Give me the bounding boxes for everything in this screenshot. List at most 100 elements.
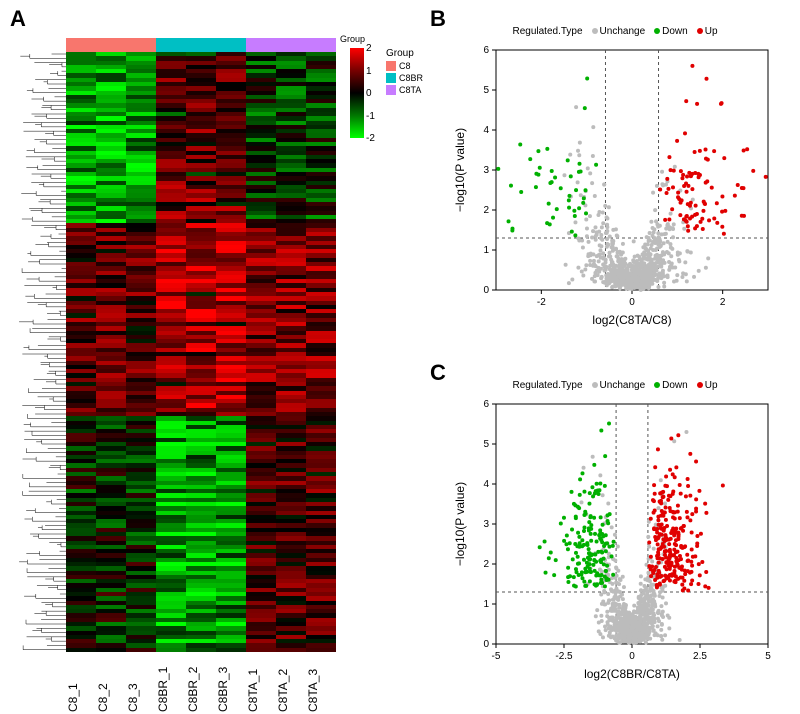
y-axis-label: −log10(P value) bbox=[453, 482, 467, 566]
point-unchange bbox=[615, 234, 619, 238]
point-unchange bbox=[603, 281, 607, 285]
y-tick-label: 4 bbox=[483, 479, 489, 490]
point-down bbox=[587, 562, 591, 566]
point-unchange bbox=[594, 238, 598, 242]
point-unchange bbox=[593, 264, 597, 268]
point-up bbox=[676, 510, 680, 514]
heatmap-col-label: C8TA_2 bbox=[276, 654, 306, 714]
point-unchange bbox=[673, 165, 677, 169]
point-up bbox=[676, 531, 680, 535]
point-up bbox=[685, 190, 689, 194]
point-unchange bbox=[647, 545, 651, 549]
point-up bbox=[705, 77, 709, 81]
point-unchange bbox=[616, 590, 620, 594]
point-down bbox=[580, 471, 584, 475]
point-unchange bbox=[657, 619, 661, 623]
point-up bbox=[674, 538, 678, 542]
point-up bbox=[670, 207, 674, 211]
point-unchange bbox=[606, 592, 610, 596]
point-up bbox=[657, 561, 661, 565]
heatmap-col-labels: C8_1C8_2C8_3C8BR_1C8BR_2C8BR_3C8TA_1C8TA… bbox=[66, 654, 336, 714]
point-unchange bbox=[656, 506, 660, 510]
group-swatch bbox=[386, 73, 396, 83]
point-up bbox=[690, 64, 694, 68]
point-unchange bbox=[632, 604, 636, 608]
legend-dot bbox=[654, 28, 660, 34]
point-unchange bbox=[669, 212, 673, 216]
point-up bbox=[682, 184, 686, 188]
point-unchange bbox=[573, 220, 577, 224]
point-unchange bbox=[577, 153, 581, 157]
point-unchange bbox=[629, 640, 633, 644]
point-up bbox=[667, 218, 671, 222]
point-unchange bbox=[642, 257, 646, 261]
point-up bbox=[656, 518, 660, 522]
point-up bbox=[704, 511, 708, 515]
volcano-b-svg: -2020123456log2(C8TA/C8)−log10(P value) bbox=[450, 30, 780, 330]
point-unchange bbox=[636, 270, 640, 274]
y-tick-label: 1 bbox=[483, 245, 489, 256]
point-unchange bbox=[568, 153, 572, 157]
point-down bbox=[583, 106, 587, 110]
point-up bbox=[698, 573, 702, 577]
point-down bbox=[598, 482, 602, 486]
point-unchange bbox=[656, 265, 660, 269]
point-down bbox=[582, 525, 586, 529]
point-up bbox=[671, 510, 675, 514]
heatmap-cell bbox=[96, 648, 126, 652]
point-unchange bbox=[658, 590, 662, 594]
row-dendrogram bbox=[18, 52, 66, 652]
point-unchange bbox=[654, 261, 658, 265]
heatmap-col-label: C8TA_3 bbox=[306, 654, 336, 714]
point-up bbox=[695, 212, 699, 216]
point-up bbox=[656, 447, 660, 451]
point-unchange bbox=[591, 229, 595, 233]
x-tick-label: 0 bbox=[629, 297, 635, 308]
point-unchange bbox=[590, 181, 594, 185]
point-unchange bbox=[647, 239, 651, 243]
x-tick-label: 2.5 bbox=[693, 651, 707, 662]
point-unchange bbox=[605, 217, 609, 221]
point-unchange bbox=[637, 283, 641, 287]
point-unchange bbox=[611, 239, 615, 243]
point-unchange bbox=[660, 170, 664, 174]
point-unchange bbox=[653, 633, 657, 637]
point-down bbox=[538, 166, 542, 170]
point-unchange bbox=[659, 628, 663, 632]
point-down bbox=[545, 221, 549, 225]
point-down bbox=[571, 557, 575, 561]
point-down bbox=[589, 539, 593, 543]
point-up bbox=[690, 578, 694, 582]
point-unchange bbox=[576, 237, 580, 241]
point-down bbox=[564, 542, 568, 546]
point-unchange bbox=[585, 234, 589, 238]
point-unchange bbox=[616, 634, 620, 638]
point-down bbox=[555, 207, 559, 211]
point-unchange bbox=[588, 214, 592, 218]
point-down bbox=[577, 535, 581, 539]
point-down bbox=[611, 544, 615, 548]
point-unchange bbox=[645, 611, 649, 615]
scale-tick: 2 bbox=[366, 44, 372, 54]
point-unchange bbox=[599, 233, 603, 237]
point-down bbox=[566, 580, 570, 584]
point-unchange bbox=[642, 584, 646, 588]
point-unchange bbox=[648, 599, 652, 603]
point-down bbox=[519, 190, 523, 194]
point-unchange bbox=[624, 609, 628, 613]
point-up bbox=[685, 553, 689, 557]
point-up bbox=[654, 565, 658, 569]
point-down bbox=[602, 562, 606, 566]
legend-dot bbox=[592, 382, 598, 388]
point-down bbox=[576, 555, 580, 559]
point-up bbox=[653, 492, 657, 496]
point-down bbox=[599, 515, 603, 519]
point-unchange bbox=[621, 575, 625, 579]
legend-item: Unchange bbox=[589, 380, 646, 391]
point-up bbox=[686, 224, 690, 228]
point-unchange bbox=[666, 222, 670, 226]
point-unchange bbox=[642, 638, 646, 642]
point-unchange bbox=[681, 271, 685, 275]
point-down bbox=[578, 493, 582, 497]
point-down bbox=[608, 512, 612, 516]
